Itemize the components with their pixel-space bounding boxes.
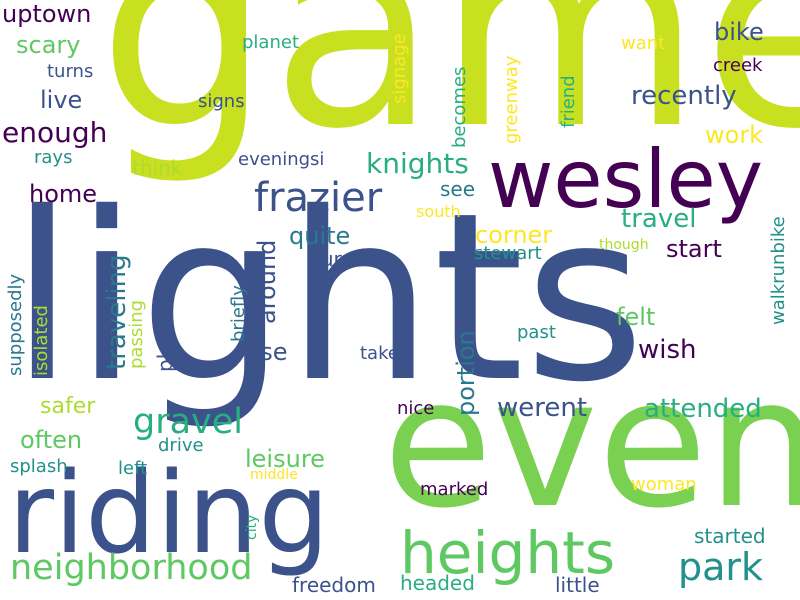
word-creek: creek: [713, 55, 763, 76]
word-recently: recently: [631, 81, 737, 111]
word-wish: wish: [638, 335, 697, 365]
word-turnoff: turnoff: [313, 247, 381, 271]
word-marked: marked: [420, 479, 489, 500]
word-start: start: [666, 235, 722, 263]
word-knights: knights: [366, 147, 469, 180]
word-splash: splash: [10, 456, 68, 477]
word-werent: werent: [497, 393, 588, 423]
word-live: live: [40, 86, 83, 114]
word-left: left: [118, 458, 148, 479]
word-though: though: [599, 237, 649, 253]
word-travel: travel: [621, 204, 697, 234]
word-passing: passing: [126, 299, 147, 369]
word-woman: woman: [631, 474, 697, 495]
word-enough: enough: [2, 116, 108, 149]
word-lights: lights: [10, 163, 646, 433]
word-rays: rays: [34, 147, 73, 168]
word-freedom: freedom: [292, 573, 376, 597]
word-even: even: [383, 340, 800, 547]
word-frazier: frazier: [254, 175, 383, 221]
word-take: take: [360, 343, 399, 364]
word-around: around: [253, 239, 281, 324]
word-safer: safer: [40, 394, 96, 419]
word-becomes: becomes: [449, 66, 470, 148]
word-riding: riding: [8, 449, 330, 579]
word-often: often: [20, 426, 83, 454]
word-isolated: isolated: [31, 305, 52, 376]
word-places: places: [153, 307, 177, 372]
word-game: game: [98, 0, 800, 189]
word-planet: planet: [242, 32, 299, 53]
word-work: work: [705, 121, 764, 149]
word-friend: friend: [558, 75, 579, 128]
word-wesley: wesley: [488, 133, 764, 226]
word-felt: felt: [616, 303, 656, 331]
word-nice: nice: [397, 398, 435, 419]
word-briefly: briefly: [228, 285, 249, 342]
word-gravel: gravel: [133, 402, 244, 442]
word-city: city: [244, 514, 260, 540]
word-signs: signs: [198, 91, 245, 112]
word-signage: signage: [389, 33, 410, 104]
word-stewart: stewart: [474, 243, 542, 264]
word-greenway: greenway: [501, 55, 522, 144]
word-park: park: [678, 545, 764, 589]
word-started: started: [694, 524, 766, 548]
word-quite: quite: [289, 222, 351, 250]
word-drive: drive: [158, 435, 204, 456]
word-bike: bike: [714, 18, 764, 46]
word-neighborhood: neighborhood: [10, 548, 253, 588]
word-walkrunbike: walkrunbike: [768, 216, 789, 325]
word-scary: scary: [16, 31, 81, 59]
word-middle: middle: [250, 467, 298, 483]
word-use: use: [245, 338, 288, 366]
word-south: south: [416, 202, 461, 221]
word-heights: heights: [400, 519, 616, 587]
word-want: want: [621, 33, 666, 54]
word-turns: turns: [47, 61, 94, 82]
word-past: past: [517, 322, 556, 343]
word-eveningsi: eveningsi: [238, 149, 325, 170]
word-think: think: [132, 156, 183, 180]
word-headed: headed: [400, 571, 475, 595]
word-supposedly: supposedly: [5, 273, 26, 376]
word-uptown: uptown: [2, 0, 92, 28]
word-home: home: [29, 180, 98, 208]
word-corner: corner: [475, 221, 553, 249]
word-little: little: [555, 573, 600, 597]
word-attended: attended: [644, 394, 762, 424]
word-leisure: leisure: [245, 445, 325, 473]
word-see: see: [440, 177, 476, 201]
word-portion: portion: [452, 330, 480, 416]
